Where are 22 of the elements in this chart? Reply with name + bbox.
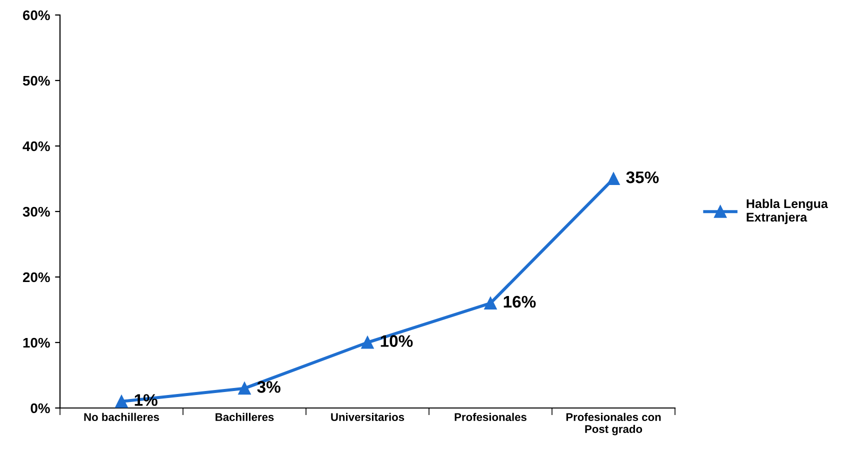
y-tick-label: 20% xyxy=(22,272,50,282)
data-label: 16% xyxy=(504,296,536,308)
data-label: 3% xyxy=(257,381,280,393)
y-tick-label: 60% xyxy=(22,10,50,20)
y-tick-label: 30% xyxy=(22,206,50,217)
point xyxy=(238,382,251,395)
point xyxy=(484,296,497,310)
y-tick-label: 40% xyxy=(22,141,50,152)
data-label: 10% xyxy=(380,335,413,347)
point xyxy=(115,395,128,408)
y-tick-label: 50% xyxy=(22,76,50,86)
x-tick-label: Bachilleres xyxy=(216,412,274,422)
y-tick-label: 10% xyxy=(23,338,50,348)
x-tick-label: Profesionales con Post grado xyxy=(566,412,661,436)
legend-label: Habla Lengua Extranjera xyxy=(746,198,828,224)
x-tick-label: Universitarios xyxy=(331,412,404,422)
point xyxy=(361,336,374,349)
x-tick-label: Profesionales xyxy=(454,412,526,422)
data-label: 35% xyxy=(626,171,659,184)
y-tick-label: 0% xyxy=(30,403,50,414)
x-tick-label: No bachilleres xyxy=(84,412,160,422)
point xyxy=(607,172,620,185)
